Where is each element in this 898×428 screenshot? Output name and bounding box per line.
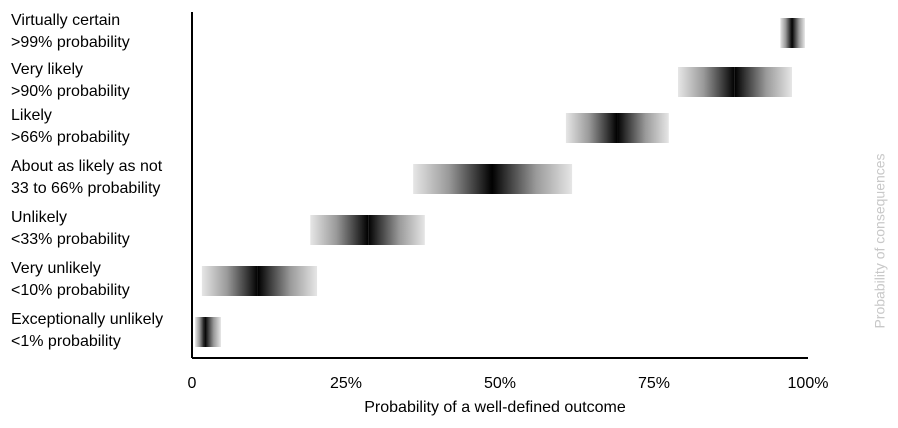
bar-fall (734, 67, 792, 97)
bar-fall (257, 266, 318, 296)
bar-rise (201, 266, 258, 296)
x-tick-label: 50% (484, 375, 516, 392)
x-tick-label: 0 (188, 375, 197, 392)
category-label: Very unlikely (11, 260, 101, 277)
category-sublabel: <33% probability (11, 231, 130, 248)
x-tick-label: 75% (638, 375, 670, 392)
category-sublabel: >66% probability (11, 129, 130, 146)
category-sublabel: >99% probability (11, 34, 130, 51)
category-label: Exceptionally unlikely (11, 311, 163, 328)
bar-rise (565, 113, 618, 143)
side-label: Probability of consequences (872, 153, 888, 328)
bar-fall (791, 18, 805, 48)
x-tick-label: 100% (788, 375, 829, 392)
category-sublabel: 33 to 66% probability (11, 180, 160, 197)
bar-rise (310, 215, 369, 245)
bar-rise (195, 317, 205, 347)
category-label: Unlikely (11, 209, 67, 226)
bar-rise (413, 164, 492, 194)
bar-fall (204, 317, 221, 347)
category-label: Very likely (11, 61, 83, 78)
x-axis-label: Probability of a well-defined outcome (364, 399, 626, 416)
category-label: Likely (11, 107, 52, 124)
bar-rise (780, 18, 792, 48)
category-label: Virtually certain (11, 12, 120, 29)
bar-rise (678, 67, 735, 97)
category-sublabel: >90% probability (11, 83, 130, 100)
category-sublabel: <10% probability (11, 282, 130, 299)
category-sublabel: <1% probability (11, 333, 121, 350)
bar-fall (368, 215, 425, 245)
category-label: About as likely as not (11, 158, 163, 175)
bar-fall (491, 164, 573, 194)
x-tick-label: 25% (330, 375, 362, 392)
bar-fall (617, 113, 669, 143)
